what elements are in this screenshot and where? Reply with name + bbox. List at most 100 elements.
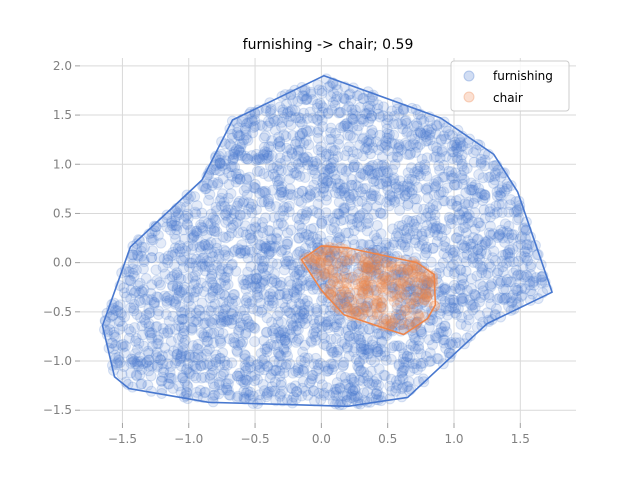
data-point-furnishing: [336, 255, 348, 267]
data-point-furnishing: [325, 342, 337, 354]
data-point-furnishing: [493, 229, 505, 241]
data-point-furnishing: [406, 130, 418, 142]
data-point-furnishing: [301, 126, 313, 138]
data-point-furnishing: [368, 208, 380, 220]
data-point-furnishing: [503, 206, 515, 218]
data-point-furnishing: [272, 138, 284, 150]
data-point-furnishing: [347, 108, 359, 120]
data-point-furnishing: [325, 91, 337, 103]
data-point-furnishing: [211, 259, 222, 271]
data-point-furnishing: [181, 379, 193, 391]
data-point-furnishing: [367, 335, 379, 347]
data-point-furnishing: [261, 326, 273, 338]
data-point-furnishing: [270, 240, 282, 252]
data-point-furnishing: [451, 232, 463, 244]
data-point-furnishing: [173, 272, 185, 284]
data-point-furnishing: [296, 156, 308, 168]
data-point-furnishing: [308, 179, 320, 191]
data-point-furnishing: [258, 186, 270, 198]
data-point-furnishing: [135, 245, 147, 257]
data-point-furnishing: [305, 190, 316, 202]
data-point-furnishing: [378, 101, 390, 113]
data-point-furnishing: [370, 175, 382, 187]
data-point-furnishing: [179, 376, 191, 387]
data-point-furnishing: [271, 310, 283, 322]
data-point-furnishing: [206, 268, 218, 280]
data-point-furnishing: [318, 387, 330, 399]
data-point-furnishing: [130, 264, 142, 276]
data-point-furnishing: [205, 305, 217, 317]
data-point-furnishing: [314, 357, 326, 369]
data-point-furnishing: [173, 314, 185, 326]
data-point-furnishing: [353, 263, 364, 275]
data-point-furnishing: [321, 177, 333, 189]
data-point-furnishing: [171, 282, 183, 294]
x-tick-label: 1.5: [511, 432, 530, 446]
data-point-furnishing: [350, 253, 362, 264]
data-point-furnishing: [268, 268, 280, 280]
data-point-furnishing: [239, 350, 251, 361]
data-point-furnishing: [400, 232, 412, 244]
data-point-furnishing: [395, 309, 407, 321]
data-point-furnishing: [291, 320, 303, 332]
data-point-furnishing: [278, 342, 290, 354]
data-point-furnishing: [278, 264, 290, 276]
data-point-furnishing: [232, 243, 244, 255]
data-point-furnishing: [156, 371, 168, 383]
data-point-furnishing: [325, 315, 336, 327]
data-point-furnishing: [322, 244, 334, 256]
data-point-furnishing: [474, 187, 486, 199]
data-point-furnishing: [360, 344, 371, 355]
data-point-furnishing: [240, 152, 252, 164]
data-point-furnishing: [447, 339, 458, 351]
data-point-furnishing: [322, 214, 334, 226]
data-point-furnishing: [405, 338, 417, 350]
data-point-furnishing: [241, 174, 253, 186]
data-point-furnishing: [496, 198, 508, 210]
data-point-furnishing: [290, 112, 302, 124]
data-point-furnishing: [392, 118, 404, 130]
data-point-furnishing: [125, 326, 137, 338]
data-point-furnishing: [456, 295, 468, 307]
data-point-furnishing: [294, 170, 306, 182]
data-point-furnishing: [282, 251, 294, 262]
data-point-furnishing: [301, 112, 313, 124]
data-point-furnishing: [222, 204, 234, 216]
data-point-furnishing: [276, 116, 288, 128]
data-point-furnishing: [270, 365, 282, 376]
data-point-furnishing: [287, 130, 299, 141]
data-point-furnishing: [176, 322, 187, 333]
data-point-furnishing: [304, 106, 316, 118]
data-point-furnishing: [311, 307, 323, 318]
grid: [80, 58, 576, 423]
data-point-furnishing: [127, 354, 139, 365]
data-point-furnishing: [452, 303, 464, 315]
data-point-furnishing: [291, 212, 303, 224]
data-point-chair: [421, 290, 433, 302]
data-point-furnishing: [421, 247, 432, 259]
y-tick-label: −1.0: [43, 354, 72, 368]
data-point-furnishing: [338, 206, 350, 218]
data-point-furnishing: [512, 284, 524, 296]
data-point-furnishing: [421, 170, 433, 182]
data-point-furnishing: [331, 208, 343, 220]
data-point-furnishing: [146, 279, 158, 291]
data-point-furnishing: [341, 117, 353, 129]
data-point-furnishing: [137, 358, 149, 370]
data-point-furnishing: [305, 277, 317, 289]
data-point-furnishing: [283, 116, 295, 127]
data-point-furnishing: [125, 357, 137, 369]
data-point-furnishing: [284, 173, 296, 185]
data-point-furnishing: [274, 306, 286, 318]
data-point-furnishing: [525, 269, 537, 281]
data-point-furnishing: [465, 283, 477, 295]
data-point-furnishing: [247, 273, 259, 285]
data-point-furnishing: [299, 318, 311, 329]
data-point-furnishing: [153, 277, 165, 289]
data-point-furnishing: [318, 183, 330, 194]
data-point-furnishing: [435, 326, 447, 338]
data-point-furnishing: [346, 219, 358, 230]
data-point-furnishing: [230, 168, 242, 180]
data-point-furnishing: [171, 269, 183, 281]
data-point-furnishing: [297, 364, 309, 376]
